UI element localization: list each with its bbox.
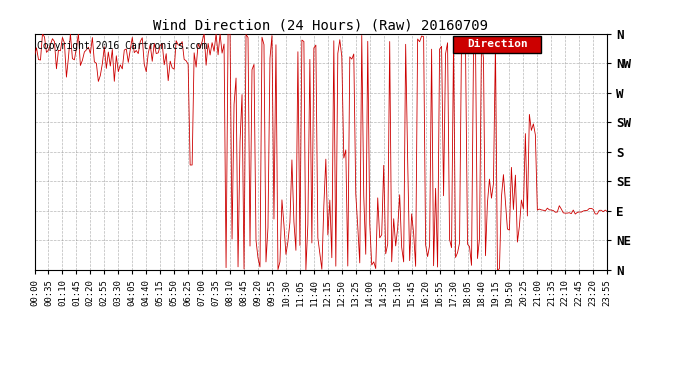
Text: Copyright 2016 Cartronics.com: Copyright 2016 Cartronics.com [37, 41, 208, 51]
Title: Wind Direction (24 Hours) (Raw) 20160709: Wind Direction (24 Hours) (Raw) 20160709 [153, 19, 489, 33]
Text: Direction: Direction [467, 39, 528, 50]
FancyBboxPatch shape [453, 36, 542, 52]
